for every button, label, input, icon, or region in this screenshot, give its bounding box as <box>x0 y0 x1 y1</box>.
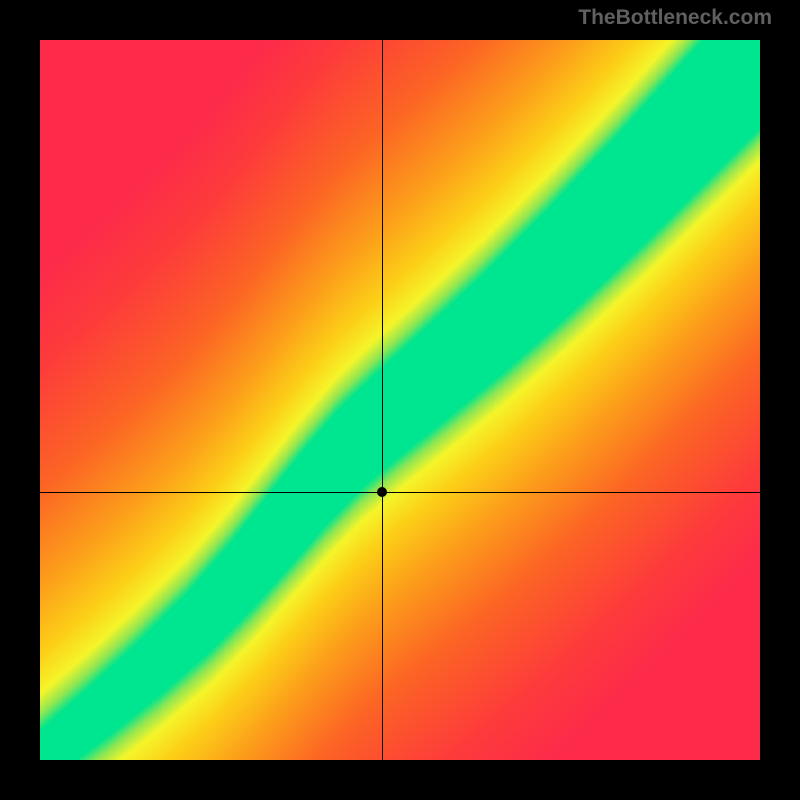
plot-area <box>40 40 760 760</box>
crosshair-horizontal <box>40 492 760 493</box>
watermark-text: TheBottleneck.com <box>578 6 772 30</box>
crosshair-marker <box>377 487 387 497</box>
heatmap-canvas <box>40 40 760 760</box>
crosshair-vertical <box>382 40 383 760</box>
